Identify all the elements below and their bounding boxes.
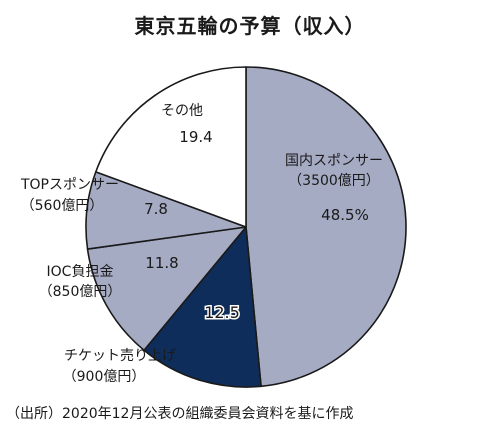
slice-name-domestic: 国内スポンサー [285,153,383,169]
slice-value-domestic: 48.5% [321,206,369,224]
source-note: （出所）2020年12月公表の組織委員会資料を基に作成 [6,406,354,422]
slice-name-other: その他 [161,103,203,119]
slice-value-other: 19.4 [179,128,212,146]
slice-value-tickets: 12.5 [204,303,240,322]
slice-amount-domestic: （3500億円） [288,173,380,189]
slice-amount-top: （560億円） [21,198,104,214]
pie-slice-ioc [86,226,247,352]
pie-slice-tickets [143,226,262,388]
slice-name-tickets: チケット売り上げ [64,348,176,364]
slice-value-ioc: 11.8 [145,254,178,272]
chart-title: 東京五輪の予算（収入） [134,14,366,38]
slice-name-ioc: IOC負担金 [47,264,114,280]
pie-slice-other [95,66,247,228]
slice-amount-ioc: （850億円） [39,284,122,300]
slice-name-top: TOPスポンサー [20,177,119,193]
slice-value-top: 7.8 [144,200,168,218]
slice-amount-tickets: （900億円） [63,369,146,385]
pie-slice-domestic [245,66,407,388]
pie-labels: 国内スポンサー （3500億円） 48.5% チケット売り上げ （900億円） 12.5 I… [20,103,383,385]
pie-slices [85,66,407,388]
